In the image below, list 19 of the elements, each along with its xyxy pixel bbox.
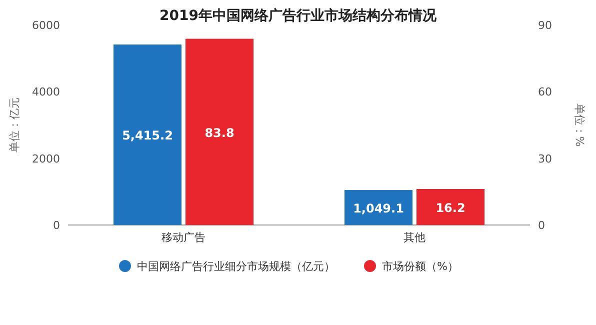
chart-title: 2019年中国网络广告行业市场结构分布情况 [160, 7, 438, 24]
y-tick-label: 4000 [32, 86, 60, 99]
x-tick-label: 其他 [404, 231, 426, 244]
y-tick-label: 0 [53, 219, 60, 232]
y-tick-label: 6000 [32, 19, 60, 32]
y-tick-label: 2000 [32, 152, 60, 166]
legend-label: 市场份额（%） [382, 260, 458, 273]
y2-tick-label: 30 [538, 152, 552, 166]
x-tick-label: 移动广告 [162, 231, 206, 244]
data-label: 5,415.2 [122, 128, 173, 143]
data-label: 1,049.1 [353, 202, 404, 216]
y2-tick-label: 90 [538, 19, 552, 32]
data-label: 83.8 [204, 126, 234, 140]
y2-tick-label: 0 [538, 219, 545, 232]
y2-tick-label: 60 [538, 86, 552, 99]
y-axis-title: 单位：亿元 [8, 98, 21, 152]
legend-label: 中国网络广告行业细分市场规模（亿元） [137, 260, 335, 273]
data-label: 16.2 [436, 201, 466, 215]
y2-axis-title: 单位：% [573, 103, 586, 147]
